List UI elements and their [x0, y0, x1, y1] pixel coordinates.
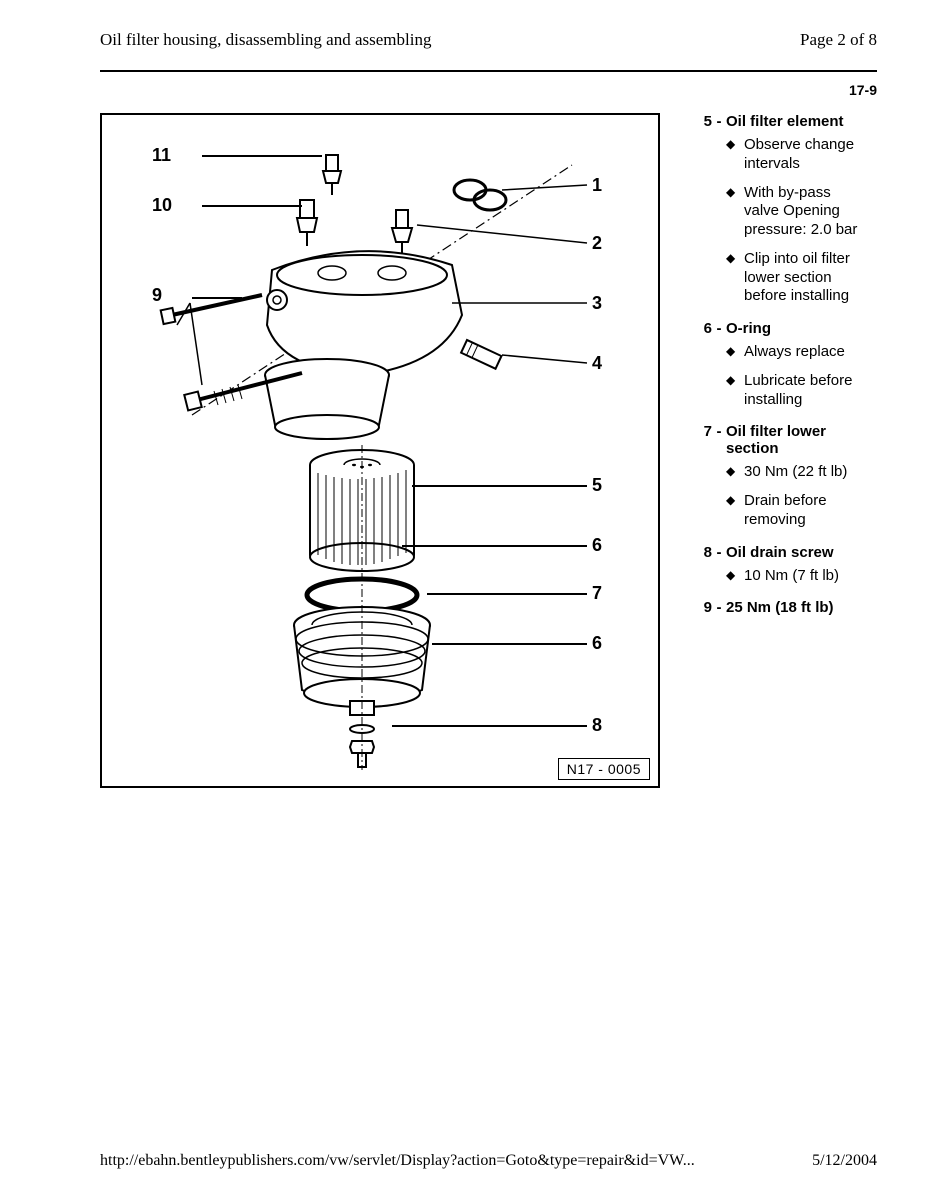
section-number: 17-9 [100, 82, 877, 98]
item-num: 5 [690, 113, 712, 130]
header-rule [100, 70, 877, 72]
callout-4: 4 [592, 353, 602, 374]
item-dash: - [712, 320, 726, 337]
item-title: Oil drain screw [726, 544, 860, 561]
item-title: 25 Nm (18 ft lb) [726, 599, 860, 616]
item-bullets: Observe change intervals With by-pass val… [690, 136, 860, 306]
page-footer: http://ebahn.bentleypublishers.com/vw/se… [100, 1152, 877, 1170]
callout-6: 6 [592, 633, 602, 654]
diagram-code: N17 - 0005 [558, 758, 650, 780]
page-header: Oil filter housing, disassembling and as… [100, 30, 877, 50]
footer-url: http://ebahn.bentleypublishers.com/vw/se… [100, 1152, 695, 1170]
bullet: Drain before removing [726, 492, 860, 530]
item-6: 6-O-ring Always replace Lubricate before i… [690, 320, 860, 409]
leader-line [402, 545, 587, 547]
leader-line [432, 643, 587, 645]
bullet: 30 Nm (22 ft lb) [726, 463, 860, 482]
callout-10: 10 [152, 195, 172, 216]
leader-line [392, 725, 587, 727]
item-head: 5-Oil filter element [690, 113, 860, 130]
content-row: 12345676891011 N17 - 0005 5-Oil filter e… [100, 113, 877, 788]
callout-5: 5 [592, 475, 602, 496]
item-title: Oil filter lower section [726, 423, 860, 457]
callout-8: 8 [592, 715, 602, 736]
parts-list: 5-Oil filter elementObserve change inter… [690, 113, 860, 630]
item-head: 9-25 Nm (18 ft lb) [690, 599, 860, 616]
item-bullets: Always replace Lubricate before installin… [690, 343, 860, 409]
callout-1: 1 [592, 175, 602, 196]
callout-2: 2 [592, 233, 602, 254]
leader-line [202, 205, 302, 207]
item-dash: - [712, 113, 726, 130]
item-num: 9 [690, 599, 712, 616]
item-head: 7-Oil filter lower section [690, 423, 860, 457]
item-bullets: 10 Nm (7 ft lb) [690, 567, 860, 586]
item-num: 8 [690, 544, 712, 561]
header-title: Oil filter housing, disassembling and as… [100, 30, 431, 50]
item-num: 6 [690, 320, 712, 337]
item-dash: - [712, 544, 726, 561]
bullet: Observe change intervals [726, 136, 860, 174]
item-bullets: 30 Nm (22 ft lb) Drain before removing [690, 463, 860, 529]
bullet: Lubricate before installing [726, 372, 860, 410]
callout-3: 3 [592, 293, 602, 314]
callout-9: 9 [152, 285, 162, 306]
item-dash: - [712, 599, 726, 616]
header-page: Page 2 of 8 [800, 30, 877, 50]
item-8: 8-Oil drain screw 10 Nm (7 ft lb) [690, 544, 860, 586]
item-5: 5-Oil filter element Observe change inter… [690, 113, 860, 306]
item-dash: - [712, 423, 726, 440]
leader-line [412, 485, 587, 487]
diagram-svg [102, 115, 662, 790]
leader-line [202, 155, 322, 157]
footer-date: 5/12/2004 [812, 1152, 877, 1170]
leader-line [192, 297, 242, 299]
bullet: 10 Nm (7 ft lb) [726, 567, 860, 586]
bullet: Clip into oil filter lower section befor… [726, 250, 860, 306]
leader-line [427, 593, 587, 595]
item-7: 7-Oil filter lower section 30 Nm (22 ft l… [690, 423, 860, 529]
item-title: Oil filter element [726, 113, 860, 130]
item-num: 7 [690, 423, 712, 440]
exploded-diagram: 1 2 3 4 5 6 7 6 8 9 10 11 N17 - 0005 [100, 113, 660, 788]
bullet: With by-pass valve Opening pressure: 2.0… [726, 184, 860, 240]
item-9: 9-25 Nm (18 ft lb) [690, 599, 860, 616]
callout-11: 11 [152, 145, 171, 166]
item-head: 6-O-ring [690, 320, 860, 337]
item-title: O-ring [726, 320, 860, 337]
callout-7: 7 [592, 583, 602, 604]
item-head: 8-Oil drain screw [690, 544, 860, 561]
callout-6: 6 [592, 535, 602, 556]
bullet: Always replace [726, 343, 860, 362]
